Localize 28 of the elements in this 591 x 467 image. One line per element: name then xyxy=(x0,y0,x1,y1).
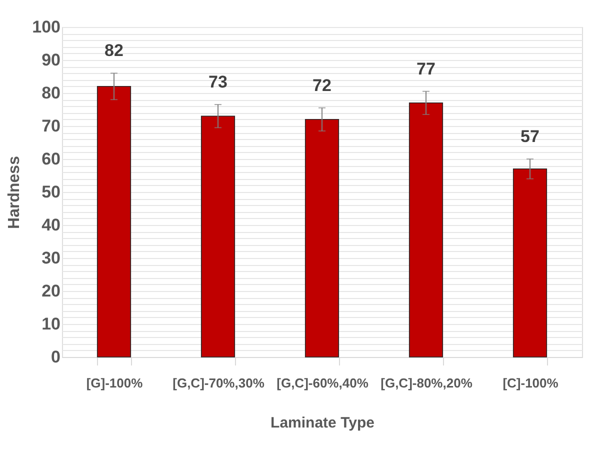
data-label: 57 xyxy=(520,127,540,146)
y-tick-label: 0 xyxy=(51,348,60,366)
data-label: 72 xyxy=(312,76,332,95)
bar xyxy=(96,86,132,358)
y-tick-label: 40 xyxy=(42,216,60,234)
x-tick-label: [G,C]-60%,40% xyxy=(276,376,369,390)
bar xyxy=(200,116,236,358)
y-tick-label: 70 xyxy=(42,116,60,136)
data-label: 82 xyxy=(104,41,124,60)
y-tick-label: 60 xyxy=(42,150,60,168)
x-tick-label: [G]-100% xyxy=(86,376,144,390)
x-axis-title: Laminate Type xyxy=(270,414,374,432)
x-tick-label: [C]-100% xyxy=(502,376,559,390)
y-tick-label: 50 xyxy=(42,182,60,202)
data-label: 73 xyxy=(208,72,228,92)
bar xyxy=(512,168,548,358)
y-tick-label: 20 xyxy=(42,282,60,300)
y-axis-title: Hardness xyxy=(6,156,24,229)
y-tick-label: 80 xyxy=(42,84,60,102)
bar xyxy=(408,102,444,358)
y-tick-label: 10 xyxy=(42,314,60,334)
x-tick-label: [G,C]-70%,30% xyxy=(172,376,265,390)
y-tick-label: 30 xyxy=(42,248,60,268)
y-tick-label: 100 xyxy=(32,18,60,36)
data-label: 77 xyxy=(416,59,436,78)
y-tick-label: 90 xyxy=(42,50,60,70)
bar xyxy=(304,119,340,358)
x-tick-label: [G,C]-80%,20% xyxy=(380,376,473,390)
